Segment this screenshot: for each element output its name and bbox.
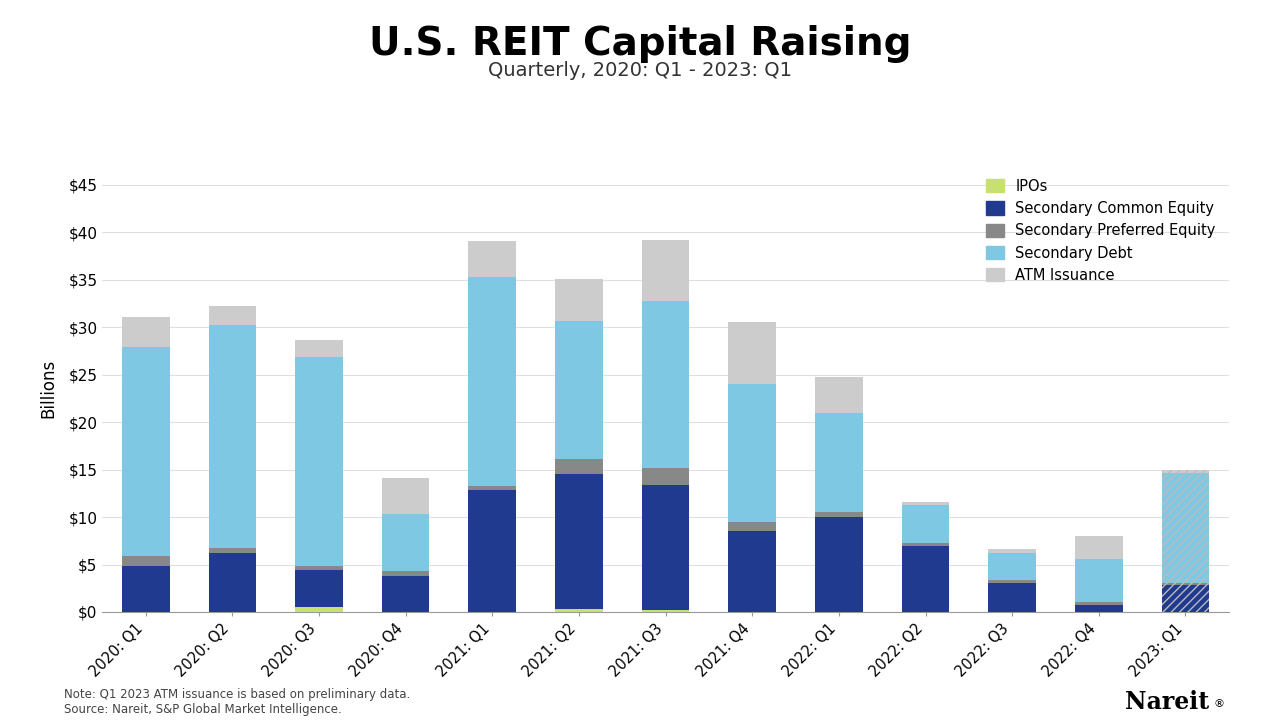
Bar <box>468 486 516 490</box>
Bar <box>296 341 343 357</box>
Bar <box>901 505 950 543</box>
Bar <box>988 580 1036 582</box>
Bar <box>209 553 256 612</box>
Bar <box>296 607 343 612</box>
Text: Note: Q1 2023 ATM issuance is based on preliminary data.
Source: Nareit, S&P Glo: Note: Q1 2023 ATM issuance is based on p… <box>64 688 411 716</box>
Bar <box>815 413 863 512</box>
Bar <box>381 478 430 514</box>
Bar <box>1162 473 1210 582</box>
Bar <box>381 514 430 571</box>
Text: Nareit: Nareit <box>1125 690 1210 714</box>
Bar <box>1162 582 1210 585</box>
Bar <box>1075 536 1123 559</box>
Bar <box>901 546 950 612</box>
Bar <box>815 377 863 413</box>
Bar <box>209 306 256 325</box>
Bar <box>641 240 690 302</box>
Bar <box>728 522 776 531</box>
Bar <box>1162 585 1210 612</box>
Bar <box>641 467 690 485</box>
Bar <box>122 567 169 612</box>
Text: ®: ® <box>1213 699 1225 709</box>
Bar <box>728 384 776 522</box>
Bar <box>556 279 603 321</box>
Bar <box>556 609 603 612</box>
Bar <box>815 512 863 517</box>
Bar <box>468 240 516 276</box>
Y-axis label: Billions: Billions <box>40 359 58 418</box>
Bar <box>988 582 1036 612</box>
Text: U.S. REIT Capital Raising: U.S. REIT Capital Raising <box>369 25 911 63</box>
Bar <box>468 276 516 486</box>
Bar <box>556 321 603 459</box>
Bar <box>988 553 1036 580</box>
Bar <box>641 485 690 610</box>
Bar <box>988 549 1036 553</box>
Bar <box>296 357 343 567</box>
Bar <box>1075 606 1123 612</box>
Bar <box>122 556 169 567</box>
Bar <box>122 317 169 347</box>
Bar <box>728 323 776 384</box>
Bar <box>641 610 690 612</box>
Bar <box>815 517 863 612</box>
Bar <box>209 549 256 553</box>
Bar <box>1075 559 1123 601</box>
Bar <box>296 567 343 570</box>
Bar <box>381 571 430 576</box>
Bar <box>641 302 690 467</box>
Bar <box>1162 470 1210 473</box>
Bar <box>296 570 343 607</box>
Bar <box>1075 601 1123 606</box>
Bar <box>901 502 950 505</box>
Bar <box>728 531 776 612</box>
Bar <box>556 474 603 609</box>
Legend: IPOs, Secondary Common Equity, Secondary Preferred Equity, Secondary Debt, ATM I: IPOs, Secondary Common Equity, Secondary… <box>980 173 1221 289</box>
Bar <box>901 543 950 546</box>
Bar <box>381 576 430 612</box>
Text: Quarterly, 2020: Q1 - 2023: Q1: Quarterly, 2020: Q1 - 2023: Q1 <box>488 61 792 80</box>
Bar <box>468 490 516 612</box>
Bar <box>122 347 169 556</box>
Bar <box>1162 470 1210 612</box>
Bar <box>556 459 603 474</box>
Bar <box>209 325 256 549</box>
